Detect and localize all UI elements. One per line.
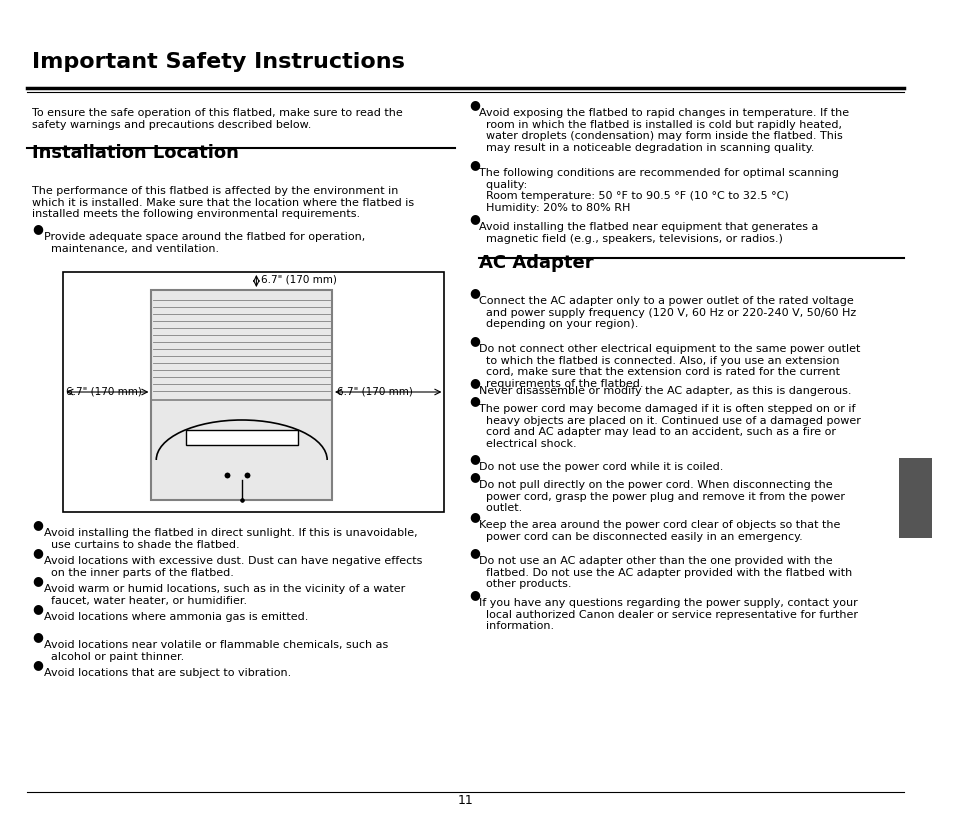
Text: ●: ● [468, 588, 479, 601]
Text: 11: 11 [457, 794, 474, 807]
Text: Connect the AC adapter only to a power outlet of the rated voltage
  and power s: Connect the AC adapter only to a power o… [478, 296, 855, 329]
Text: ●: ● [32, 546, 43, 559]
Text: ●: ● [468, 376, 479, 389]
Text: Do not use an AC adapter other than the one provided with the
  flatbed. Do not : Do not use an AC adapter other than the … [478, 556, 851, 589]
Text: ●: ● [32, 574, 43, 587]
Bar [64, 272, 444, 512]
Text: AC Adapter: AC Adapter [478, 254, 593, 272]
Text: ●: ● [32, 518, 43, 531]
Text: ●: ● [468, 470, 479, 483]
Text: Avoid locations where ammonia gas is emitted.: Avoid locations where ammonia gas is emi… [44, 612, 308, 622]
Text: If you have any questions regarding the power supply, contact your
  local autho: If you have any questions regarding the … [478, 598, 857, 631]
Text: The performance of this flatbed is affected by the environment in
which it is in: The performance of this flatbed is affec… [32, 186, 414, 219]
Text: Important Safety Instructions: Important Safety Instructions [32, 52, 405, 72]
Text: Avoid locations with excessive dust. Dust can have negative effects
  on the inn: Avoid locations with excessive dust. Dus… [44, 556, 422, 578]
Text: ●: ● [32, 222, 43, 235]
Text: Do not connect other electrical equipment to the same power outlet
  to which th: Do not connect other electrical equipmen… [478, 344, 859, 389]
Bar [152, 290, 332, 500]
Text: 6.7" (170 mm): 6.7" (170 mm) [336, 387, 413, 397]
Text: ●: ● [468, 546, 479, 559]
Text: Avoid installing the flatbed in direct sunlight. If this is unavoidable,
  use c: Avoid installing the flatbed in direct s… [44, 528, 417, 550]
Text: ●: ● [468, 98, 479, 111]
Text: ●: ● [468, 510, 479, 523]
Text: Avoid installing the flatbed near equipment that generates a
  magnetic field (e: Avoid installing the flatbed near equipm… [478, 222, 817, 244]
Text: Keep the area around the power cord clear of objects so that the
  power cord ca: Keep the area around the power cord clea… [478, 520, 839, 542]
Text: ●: ● [468, 394, 479, 407]
Text: Avoid locations near volatile or flammable chemicals, such as
  alcohol or paint: Avoid locations near volatile or flammab… [44, 640, 388, 662]
Text: ●: ● [32, 658, 43, 671]
Text: Do not pull directly on the power cord. When disconnecting the
  power cord, gra: Do not pull directly on the power cord. … [478, 480, 843, 513]
Text: ●: ● [468, 212, 479, 225]
Text: ●: ● [32, 602, 43, 615]
Text: ●: ● [468, 286, 479, 299]
Text: ●: ● [468, 158, 479, 171]
Text: Never disassemble or modify the AC adapter, as this is dangerous.: Never disassemble or modify the AC adapt… [478, 386, 850, 396]
Text: Installation Location: Installation Location [32, 144, 239, 162]
Text: 6.7" (170 mm): 6.7" (170 mm) [67, 387, 142, 397]
Text: ●: ● [468, 452, 479, 465]
Text: Avoid locations that are subject to vibration.: Avoid locations that are subject to vibr… [44, 668, 291, 678]
Bar [186, 430, 297, 445]
Text: ●: ● [468, 334, 479, 347]
Text: The power cord may become damaged if it is often stepped on or if
  heavy object: The power cord may become damaged if it … [478, 404, 860, 449]
Text: Avoid exposing the flatbed to rapid changes in temperature. If the
  room in whi: Avoid exposing the flatbed to rapid chan… [478, 108, 848, 153]
Text: To ensure the safe operation of this flatbed, make sure to read the
safety warni: To ensure the safe operation of this fla… [32, 108, 402, 129]
Text: ●: ● [32, 630, 43, 643]
Text: 6.7" (170 mm): 6.7" (170 mm) [261, 275, 336, 285]
Text: Do not use the power cord while it is coiled.: Do not use the power cord while it is co… [478, 462, 722, 472]
Text: The following conditions are recommended for optimal scanning
  quality:
  Room : The following conditions are recommended… [478, 168, 838, 213]
Text: Avoid warm or humid locations, such as in the vicinity of a water
  faucet, wate: Avoid warm or humid locations, such as i… [44, 584, 405, 605]
FancyBboxPatch shape [898, 458, 931, 538]
Text: Provide adequate space around the flatbed for operation,
  maintenance, and vent: Provide adequate space around the flatbe… [44, 232, 365, 254]
